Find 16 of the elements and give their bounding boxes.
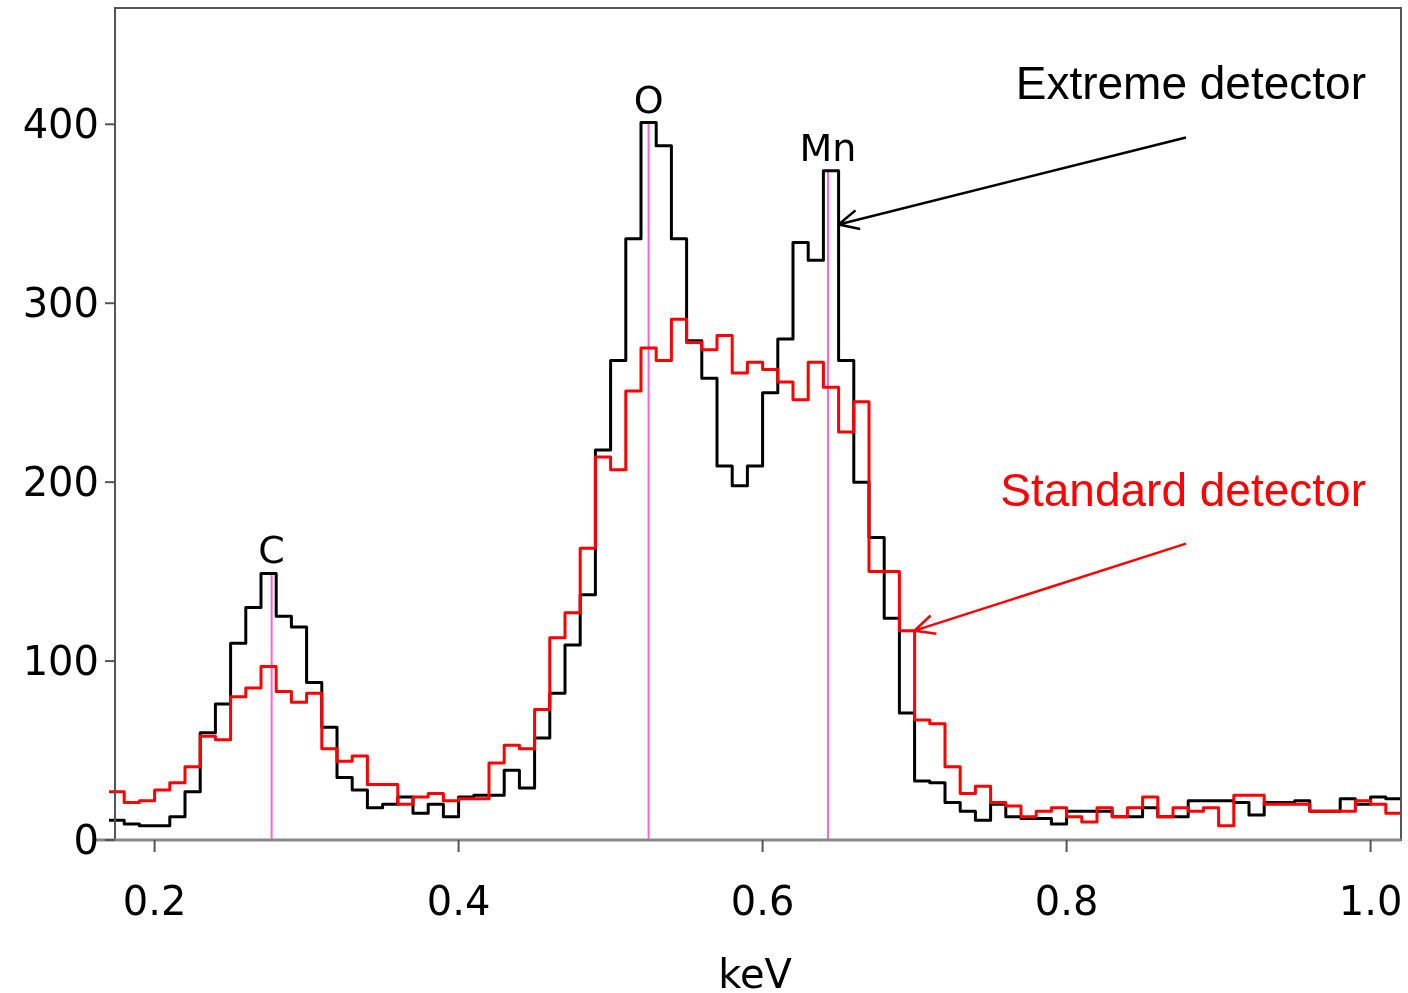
y-tick-label: 100 xyxy=(22,638,99,685)
x-tick-label: 0.6 xyxy=(730,878,795,924)
x-tick-label: 0.2 xyxy=(122,878,187,924)
ref-line-label: O xyxy=(633,77,664,122)
x-tick-label: 0.8 xyxy=(1034,878,1099,924)
ref-line-label: C xyxy=(258,528,285,573)
x-tick-label: 1.0 xyxy=(1338,878,1403,924)
y-tick-label: 300 xyxy=(22,280,99,327)
annotation: Standard detector xyxy=(1000,463,1366,516)
y-tick-label: 400 xyxy=(22,101,99,148)
y-tick-label: 200 xyxy=(22,459,99,506)
annotation: Extreme detector xyxy=(1015,57,1366,110)
x-axis-title: keV xyxy=(718,951,793,993)
ref-line-label: Mn xyxy=(799,125,857,170)
y-tick-label: 0 xyxy=(73,817,99,863)
x-tick-label: 0.4 xyxy=(426,878,491,924)
